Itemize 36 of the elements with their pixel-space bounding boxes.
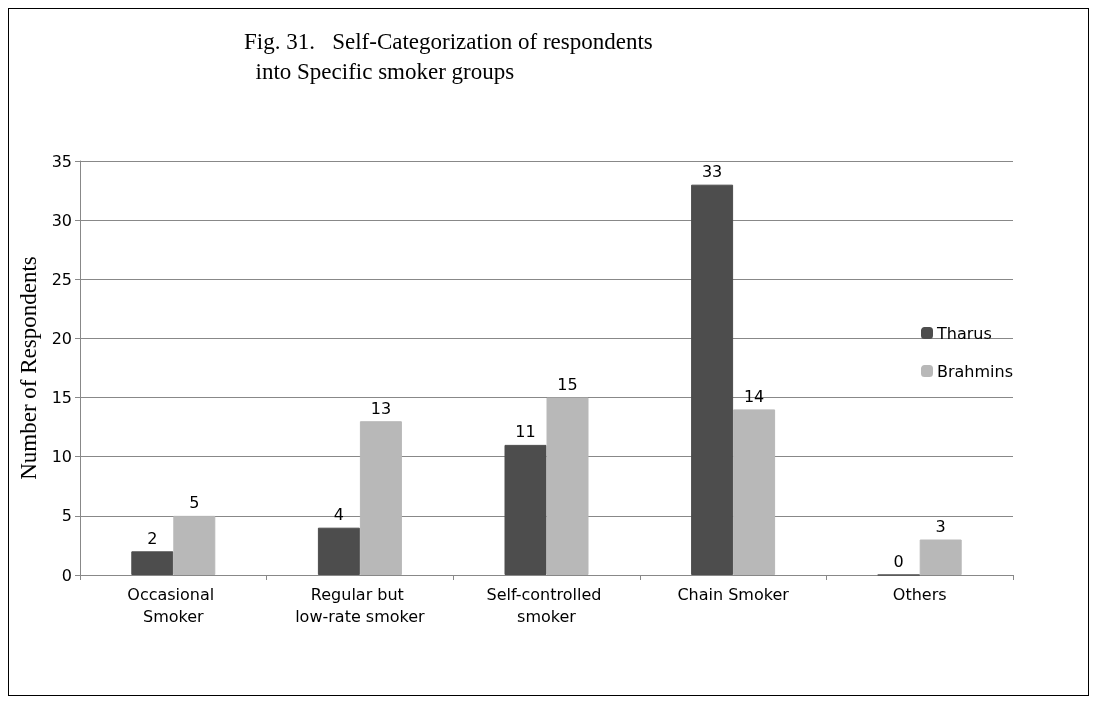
x-tick-label: Others (892, 584, 947, 604)
data-label: 5 (189, 493, 200, 513)
x-tick-label: Occasional Smoker (127, 584, 220, 626)
data-label: 3 (935, 517, 946, 537)
y-tick-label: 30 (51, 210, 72, 230)
y-tick-label: 25 (51, 269, 72, 289)
x-tick-label: Self-controlled smoker (486, 584, 607, 626)
x-tick-label: Regular but low-rate smoker (295, 584, 426, 626)
data-label: 15 (557, 375, 578, 395)
legend-label: Brahmins (936, 361, 1014, 381)
data-label: 33 (701, 162, 723, 182)
y-tick-label: 5 (61, 506, 72, 526)
bar (546, 397, 589, 575)
y-tick-label: 10 (51, 447, 72, 467)
data-label: 11 (515, 422, 536, 442)
data-label: 4 (333, 505, 344, 525)
chart-title: Fig. 31. Self-Categorization of respondents into Specific smoker groups (244, 28, 653, 84)
y-axis-title: Number of Respondents (16, 256, 41, 480)
y-tick-label: 15 (51, 388, 72, 408)
bar (173, 515, 216, 575)
bar (359, 421, 402, 575)
y-tick-label: 20 (51, 328, 72, 348)
data-label: 2 (147, 528, 158, 548)
y-tick-label: 0 (61, 565, 72, 585)
data-label: 14 (743, 386, 765, 406)
y-tick-label: 35 (51, 151, 72, 171)
x-tick-label: Chain Smoker (677, 584, 790, 604)
bar (504, 444, 547, 575)
bar (733, 409, 776, 575)
bar (317, 527, 360, 575)
data-label: 0 (893, 552, 904, 571)
bar (919, 539, 962, 575)
data-label: 13 (370, 398, 392, 418)
bar (691, 184, 734, 575)
legend-label: Tharus (935, 323, 992, 343)
bar (131, 551, 174, 575)
